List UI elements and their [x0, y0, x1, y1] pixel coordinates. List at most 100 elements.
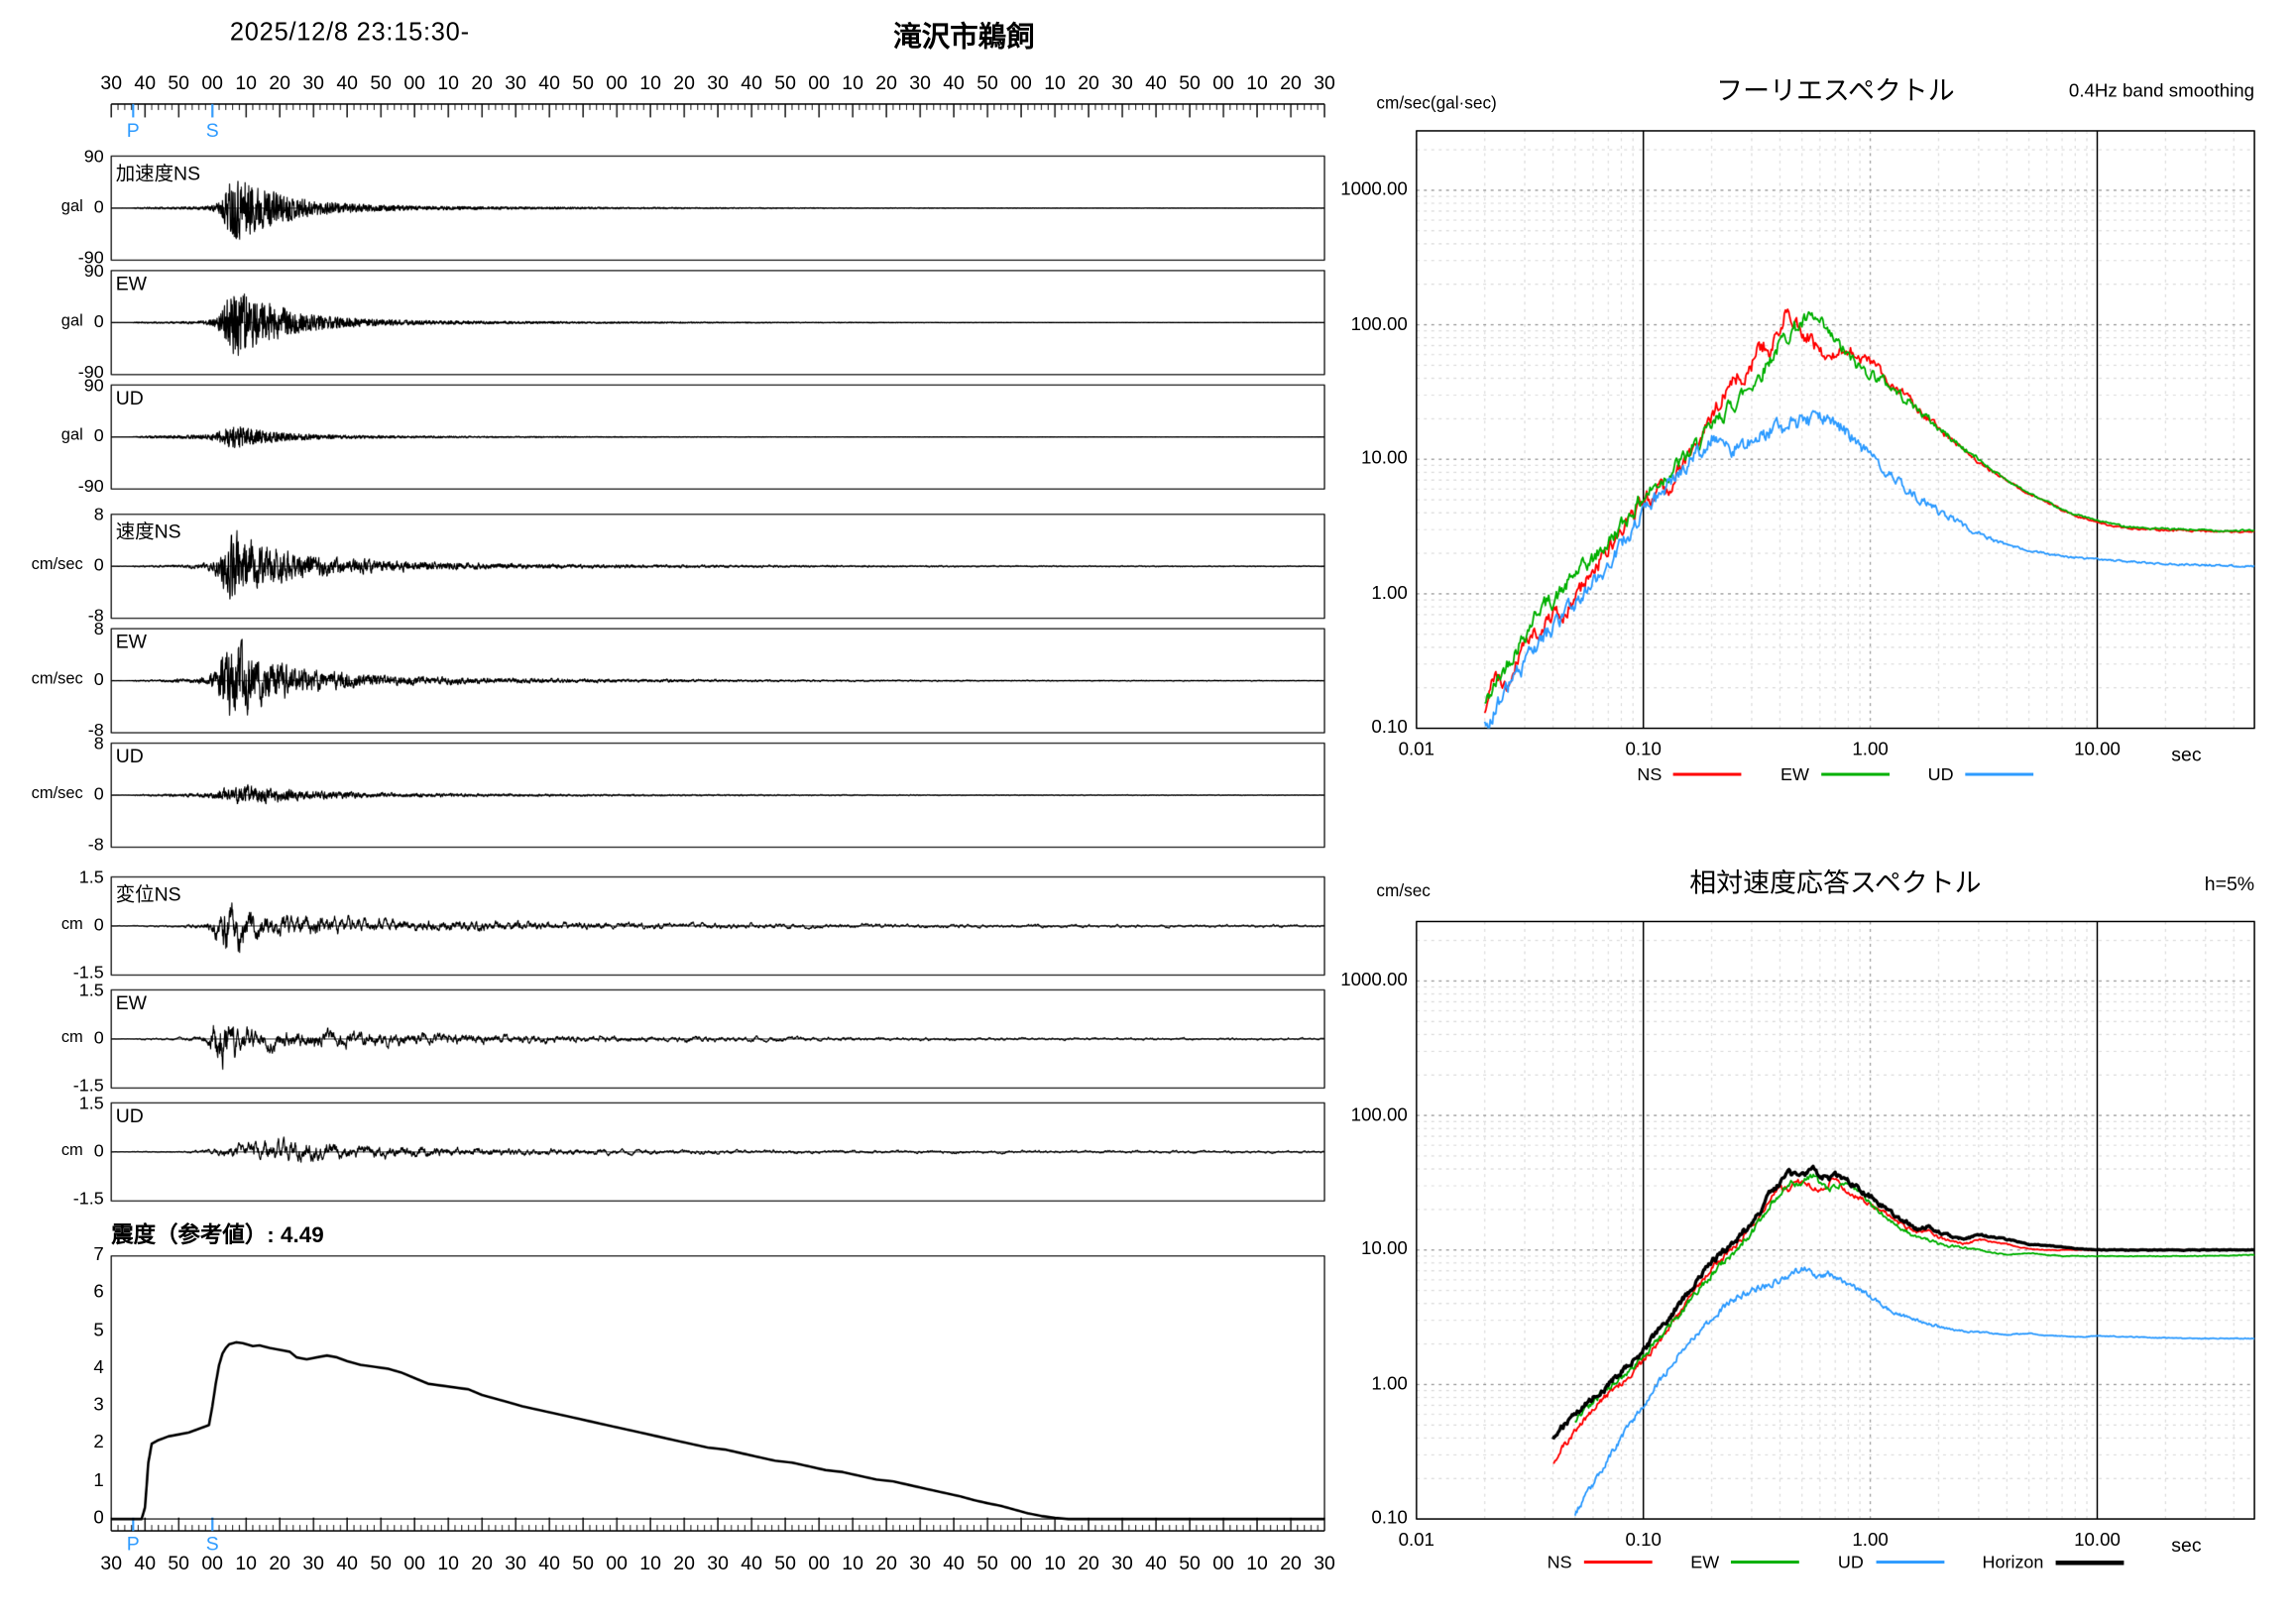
time-tick-top: 10 — [437, 70, 459, 94]
ytick-acc-ud: 90 — [83, 374, 104, 396]
response-xtick: 0.01 — [1398, 1529, 1435, 1551]
intensity-ytick: 3 — [93, 1394, 104, 1416]
phase-marker-p-bottom: P — [126, 1532, 140, 1556]
time-tick-top: 20 — [1280, 70, 1302, 94]
ytick-disp-ud: 0 — [93, 1139, 104, 1161]
time-tick-top: 30 — [302, 70, 324, 94]
time-tick-top: 30 — [909, 70, 931, 94]
time-tick-bottom: 30 — [100, 1552, 123, 1574]
time-tick-top: 00 — [1212, 70, 1234, 94]
time-tick-top: 50 — [774, 70, 796, 94]
ytick-disp-ew: 0 — [93, 1026, 104, 1048]
time-tick-top: 30 — [505, 70, 526, 94]
time-tick-bottom: 00 — [1010, 1552, 1032, 1574]
ytick-acc-ud: 0 — [93, 424, 104, 446]
time-tick-bottom: 20 — [1078, 1552, 1099, 1574]
response-xtick: 0.10 — [1625, 1529, 1662, 1551]
ytick-disp-ew: 1.5 — [78, 979, 104, 1000]
intensity-ytick: 5 — [93, 1319, 104, 1340]
time-tick-bottom: 40 — [741, 1552, 762, 1574]
time-tick-top: 10 — [235, 70, 257, 94]
time-tick-top: 50 — [976, 70, 998, 94]
unit-acc-ud: gal — [60, 426, 83, 445]
time-tick-bottom: 20 — [673, 1552, 695, 1574]
legend-line-swatch — [2055, 1560, 2124, 1565]
intensity-ytick: 7 — [93, 1243, 104, 1265]
legend-label: NS — [1547, 1552, 1572, 1573]
legend-label: EW — [1690, 1552, 1720, 1573]
time-tick-top: 00 — [201, 70, 223, 94]
ytick-disp-ns: -1.5 — [72, 961, 104, 983]
response-legend-item-ew: EW — [1690, 1552, 1800, 1573]
fourier-xtick: 0.10 — [1625, 739, 1662, 760]
response-xtick: 1.00 — [1852, 1529, 1889, 1551]
time-tick-bottom: 30 — [707, 1552, 729, 1574]
time-tick-top: 00 — [1010, 70, 1032, 94]
ytick-vel-ew: -8 — [87, 719, 104, 741]
fourier-xtick: 10.00 — [2074, 739, 2121, 760]
ytick-vel-ud: 8 — [93, 733, 104, 754]
ytick-acc-ew: -90 — [77, 361, 104, 383]
time-tick-top: 00 — [606, 70, 628, 94]
legend-line-swatch — [1820, 772, 1890, 776]
legend-line-swatch — [1673, 772, 1743, 776]
intensity-title: 震度（参考値）: 4.49 — [111, 1222, 324, 1249]
response-ytick: 1000.00 — [1340, 969, 1408, 990]
fourier-title: フーリエスペクトル — [1716, 75, 1955, 106]
phase-marker-s-top: S — [205, 118, 219, 142]
fourier-ytick: 1.00 — [1371, 581, 1408, 603]
ytick-vel-ud: -8 — [87, 833, 104, 855]
time-tick-top: 50 — [572, 70, 594, 94]
time-tick-top: 40 — [336, 70, 358, 94]
time-tick-bottom: 20 — [269, 1552, 291, 1574]
time-tick-bottom: 00 — [1212, 1552, 1234, 1574]
response-ytick: 1.00 — [1371, 1372, 1408, 1394]
fourier-y-unit: cm/sec(gal·sec) — [1376, 94, 1497, 113]
ytick-acc-ew: 0 — [93, 310, 104, 332]
time-tick-top: 10 — [1246, 70, 1268, 94]
time-tick-top: 30 — [707, 70, 729, 94]
response-ytick: 0.10 — [1371, 1507, 1408, 1529]
response-ytick: 100.00 — [1350, 1103, 1408, 1125]
legend-line-swatch — [1965, 772, 2034, 776]
unit-disp-ud: cm — [60, 1141, 83, 1160]
time-tick-top: 10 — [842, 70, 863, 94]
response-legend-item-horizon: Horizon — [1983, 1552, 2124, 1572]
time-tick-bottom: 10 — [235, 1552, 257, 1574]
waveform-label-vel-ud: UD — [115, 745, 144, 767]
time-tick-bottom: 40 — [943, 1552, 965, 1574]
ytick-disp-ud: -1.5 — [72, 1187, 104, 1209]
waveform-label-vel-ew: EW — [115, 630, 148, 653]
unit-vel-ew: cm/sec — [31, 670, 83, 689]
time-tick-bottom: 00 — [808, 1552, 830, 1574]
time-tick-top: 20 — [471, 70, 493, 94]
time-tick-bottom: 00 — [606, 1552, 628, 1574]
ytick-vel-ud: 0 — [93, 783, 104, 805]
legend-line-swatch — [1875, 1561, 1944, 1565]
ytick-acc-ew: 90 — [83, 260, 104, 282]
time-tick-bottom: 40 — [336, 1552, 358, 1574]
waveform-label-disp-ud: UD — [115, 1103, 144, 1127]
legend-label: EW — [1780, 763, 1809, 785]
time-tick-top: 40 — [538, 70, 560, 94]
waveform-label-acc-ud: UD — [115, 386, 144, 409]
time-tick-top: 20 — [269, 70, 291, 94]
response-xtick: 10.00 — [2074, 1529, 2121, 1551]
time-tick-bottom: 30 — [1111, 1552, 1133, 1574]
fourier-legend-item-ns: NS — [1637, 764, 1743, 785]
unit-acc-ew: gal — [60, 311, 83, 330]
ytick-vel-ew: 0 — [93, 668, 104, 690]
time-tick-top: 40 — [134, 70, 157, 94]
fourier-xtick: 0.01 — [1398, 739, 1435, 760]
time-tick-bottom: 20 — [875, 1552, 897, 1574]
fourier-x-unit: sec — [2171, 743, 2202, 766]
intensity-ytick: 1 — [93, 1469, 104, 1491]
waveform-label-disp-ew: EW — [115, 990, 148, 1014]
time-tick-top: 20 — [875, 70, 897, 94]
time-tick-bottom: 20 — [1280, 1552, 1302, 1574]
fourier-smoothing-note: 0.4Hz band smoothing — [2068, 79, 2255, 101]
ytick-disp-ns: 0 — [93, 913, 104, 935]
time-tick-bottom: 50 — [1179, 1552, 1201, 1574]
intensity-ytick: 6 — [93, 1281, 104, 1303]
time-tick-bottom: 10 — [1246, 1552, 1268, 1574]
